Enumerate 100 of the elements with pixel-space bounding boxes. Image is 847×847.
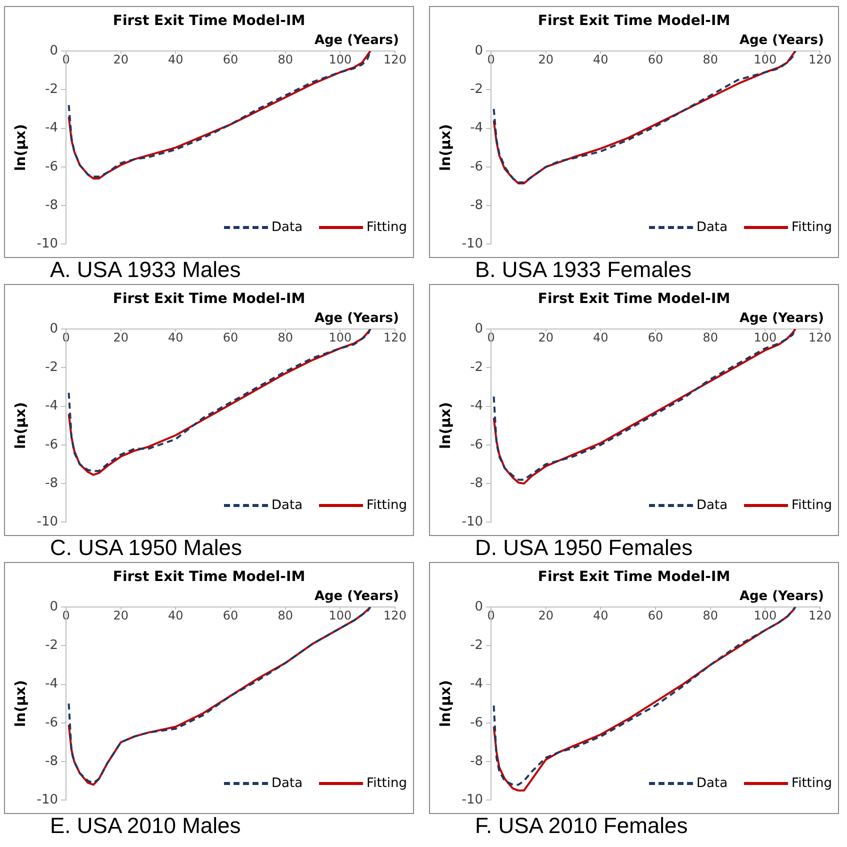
x-tick-label: 100 [754,52,777,66]
y-tick-label: -2 [470,82,484,98]
y-tick-label: -4 [45,120,58,136]
legend-label: Data [696,220,728,235]
y-tick-label: -8 [470,476,484,491]
x-tick-label: 80 [702,330,718,344]
x-tick-label: 40 [168,52,184,66]
legend-label: Data [272,220,303,235]
y-tick-label: -2 [470,360,484,376]
x-tick-label: 40 [593,330,608,344]
y-tick-label: -2 [45,360,58,376]
y-tick-label: -4 [470,398,484,414]
y-tick-label: -8 [45,476,58,491]
y-axis-title: ln(μx) [13,680,30,728]
y-tick-label: -2 [470,638,484,654]
y-tick-label: -2 [45,638,58,654]
y-tick-label: -4 [45,676,58,692]
chart-title: First Exit Time Model-IM [536,291,732,307]
x-axis-title: Age (Years) [739,588,824,604]
x-tick-label: 60 [648,608,664,622]
y-tick-label: -10 [462,514,484,530]
y-tick-label: -10 [36,514,58,530]
x-tick-label: 80 [702,608,718,622]
y-tick-label: -6 [45,159,58,174]
y-tick-label: -2 [45,82,58,98]
x-tick-label: 100 [754,330,777,344]
x-tick-label: 80 [278,608,293,622]
x-tick-label: 120 [808,330,832,344]
y-axis-title: ln(μx) [438,124,454,172]
x-tick-label: 120 [808,52,832,66]
x-tick-label: 60 [222,52,238,66]
y-tick-label: -4 [470,120,484,136]
x-tick-label: 120 [384,330,406,344]
x-tick-label: 120 [384,52,406,66]
y-axis-title: ln(μx) [438,402,454,450]
y-tick-label: -10 [36,236,58,252]
legend-label: Fitting [366,220,407,235]
chart-title: First Exit Time Model-IM [112,291,306,307]
x-axis-title: Age (Years) [314,32,399,48]
y-tick-label: -10 [36,792,58,808]
x-tick-label: 60 [648,52,664,66]
x-tick-label: 20 [538,608,554,622]
x-tick-label: 20 [538,52,554,66]
x-tick-label: 20 [113,52,128,66]
legend-label: Data [696,776,728,791]
legend-label: Fitting [792,220,832,235]
x-tick-label: 80 [278,52,293,66]
y-tick-label: -6 [45,715,58,730]
x-tick-label: 100 [328,608,352,622]
text: C. USA 1950 Males [49,535,243,560]
y-axis-title: ln(μx) [438,680,454,728]
x-tick-label: 100 [328,52,352,66]
y-tick-label: -8 [470,754,484,769]
x-tick-label: 60 [648,330,664,344]
chart-title: First Exit Time Model-IM [536,13,732,29]
x-tick-label: 80 [278,330,293,344]
y-axis-title: ln(μx) [13,402,30,450]
x-axis-title: Age (Years) [314,588,399,604]
x-axis-title: Age (Years) [739,32,824,48]
x-tick-label: 20 [113,608,128,622]
y-axis-title: ln(μx) [13,124,30,172]
legend-label: Fitting [366,498,407,513]
chart-title: First Exit Time Model-IM [536,569,732,585]
y-tick-label: -10 [462,792,484,808]
legend-label: Data [272,776,303,791]
y-tick-label: -6 [470,437,484,452]
x-tick-label: 80 [702,52,718,66]
legend-label: Data [272,498,303,513]
x-tick-label: 40 [593,608,608,622]
text: A. USA 1933 Males [49,257,242,282]
y-tick-label: -8 [45,198,58,213]
x-tick-label: 100 [328,330,352,344]
text: B. USA 1933 Females [474,257,692,282]
x-tick-label: 60 [222,330,238,344]
chart-title: First Exit Time Model-IM [112,13,306,29]
y-tick-label: -4 [45,398,58,414]
x-tick-label: 100 [754,608,777,622]
x-axis-title: Age (Years) [314,310,399,326]
y-tick-label: -6 [45,437,58,452]
x-tick-label: 40 [168,608,184,622]
x-tick-label: 20 [113,330,128,344]
x-tick-label: 60 [222,608,238,622]
text: E. USA 2010 Males [49,813,242,838]
legend-label: Fitting [366,776,407,791]
y-tick-label: -8 [45,754,58,769]
y-tick-label: -8 [470,198,484,213]
y-tick-label: -10 [462,236,484,252]
x-tick-label: 40 [593,52,608,66]
x-axis-title: Age (Years) [739,310,824,326]
x-tick-label: 20 [538,330,554,344]
legend-label: Data [696,498,728,513]
x-tick-label: 120 [808,608,832,622]
x-tick-label: 40 [168,330,184,344]
y-tick-label: -6 [470,159,484,174]
text: D. USA 1950 Females [474,535,694,560]
y-tick-label: -4 [470,676,484,692]
x-tick-label: 120 [384,608,406,622]
legend-label: Fitting [792,498,832,513]
chart-title: First Exit Time Model-IM [112,569,306,585]
y-tick-label: -6 [470,715,484,730]
